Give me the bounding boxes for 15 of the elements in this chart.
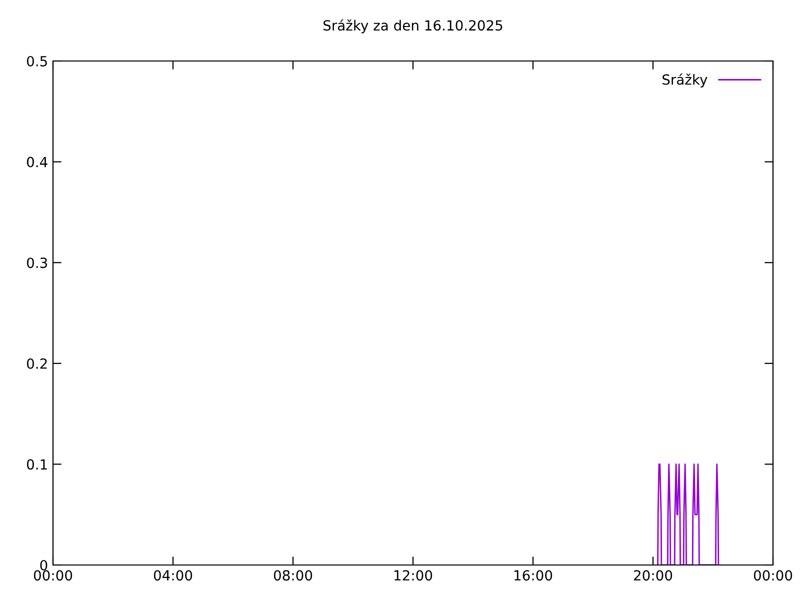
x-tick-label: 08:00 <box>274 570 312 581</box>
x-tick-label: 12:00 <box>394 570 432 581</box>
x-tick-label: 00:00 <box>754 570 792 581</box>
y-tick-label: 0.1 <box>26 459 47 470</box>
x-tick-label: 20:00 <box>634 570 672 581</box>
legend-label: Srážky <box>662 74 708 88</box>
x-tick-label: 00:00 <box>34 570 72 581</box>
y-tick-label: 0.3 <box>26 258 48 268</box>
y-tick-label: 0.5 <box>26 56 47 66</box>
chart-title: Srážky za den 16.10.2025 <box>324 19 502 34</box>
x-tick-label: 16:00 <box>514 570 552 581</box>
y-tick-label: 0.2 <box>26 358 47 369</box>
y-tick-label: 0 <box>40 560 48 570</box>
y-tick-label: 0.4 <box>26 156 48 168</box>
x-tick-label: 04:00 <box>154 570 192 581</box>
